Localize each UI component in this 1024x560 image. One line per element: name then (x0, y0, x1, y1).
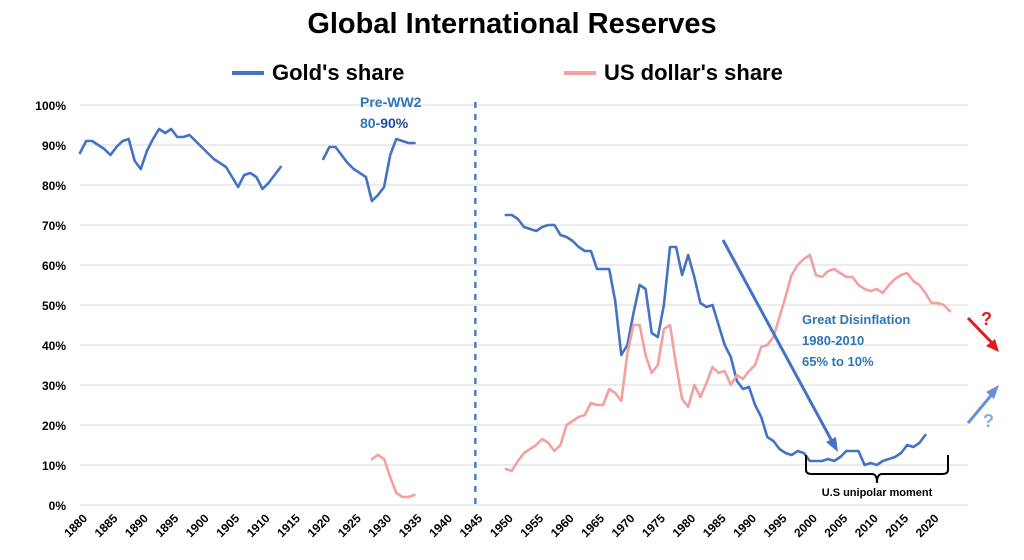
question-mark-blue: ? (983, 411, 994, 431)
x-tick-label: 2010 (852, 511, 881, 540)
red-arrowhead (986, 339, 999, 352)
legend-usd: US dollar's share (564, 60, 783, 86)
grid (80, 104, 968, 506)
question-mark-red: ? (981, 309, 992, 329)
disinflation-label-1: Great Disinflation (802, 312, 910, 327)
x-tick-label: 2020 (913, 511, 942, 540)
usd-share-line (370, 453, 416, 499)
x-tick-label: 1910 (244, 511, 273, 540)
x-tick-label: 1985 (700, 511, 729, 540)
y-tick-label: 70% (42, 219, 66, 233)
disinflation-arrow (721, 239, 836, 446)
y-tick-label: 80% (42, 179, 66, 193)
x-tick-label: 1975 (639, 511, 668, 540)
y-tick-label: 90% (42, 139, 66, 153)
x-tick-label: 1915 (274, 511, 303, 540)
x-tick-label: 1895 (153, 511, 182, 540)
x-tick-label: 1885 (92, 511, 121, 540)
blue-arrow (966, 391, 996, 424)
x-tick-label: 1890 (122, 511, 151, 540)
gold-share-line (321, 137, 416, 203)
series (78, 127, 952, 499)
unipolar-brace (805, 455, 949, 484)
x-tick-label: 2015 (882, 511, 911, 540)
chart-title: Global International Reserves (307, 8, 717, 40)
gold-share-line (78, 127, 283, 191)
x-tick-label: 1925 (335, 511, 364, 540)
x-tick-label: 1950 (487, 511, 516, 540)
x-axis-ticks: 1880 1885 1890 1895 1900 1905 1910 1915 1920 1925… (61, 511, 942, 540)
pre-ww2-label: Pre-WW2 (360, 94, 422, 110)
x-tick-label: 1995 (761, 511, 790, 540)
y-tick-label: 20% (42, 419, 66, 433)
y-tick-label: 0% (49, 499, 67, 513)
disinflation-arrowhead (826, 437, 838, 452)
legend-usd-swatch (564, 71, 596, 75)
disinflation-label-3: 65% to 10% (802, 354, 874, 369)
x-tick-label: 1935 (396, 511, 425, 540)
y-tick-label: 60% (42, 259, 66, 273)
x-tick-label: 1900 (183, 511, 212, 540)
x-tick-label: 1945 (457, 511, 486, 540)
y-tick-label: 100% (35, 99, 66, 113)
y-tick-label: 50% (42, 299, 66, 313)
x-tick-label: 2000 (791, 511, 820, 540)
blue-arrowhead (986, 385, 999, 399)
x-tick-label: 1920 (305, 511, 334, 540)
pre-ww2-range-b: 90% (380, 115, 409, 131)
y-tick-label: 30% (42, 379, 66, 393)
x-tick-label: 1970 (609, 511, 638, 540)
disinflation-label-2: 1980-2010 (802, 333, 864, 348)
x-tick-label: 1880 (61, 511, 90, 540)
gold-share-line (504, 213, 927, 467)
x-tick-label: 1965 (578, 511, 607, 540)
legend-gold-swatch (232, 71, 264, 75)
x-tick-label: 1960 (548, 511, 577, 540)
unipolar-label: U.S unipolar moment (822, 487, 933, 499)
y-tick-label: 10% (42, 459, 66, 473)
y-tick-label: 40% (42, 339, 66, 353)
usd-share-line (504, 253, 952, 473)
x-tick-label: 1955 (518, 511, 547, 540)
x-tick-label: 1930 (365, 511, 394, 540)
red-arrow (966, 316, 996, 347)
x-tick-label: 2005 (822, 511, 851, 540)
legend-gold: Gold's share (232, 60, 404, 86)
legend-gold-label: Gold's share (272, 60, 405, 85)
x-tick-label: 1905 (213, 511, 242, 540)
x-tick-label: 1990 (730, 511, 759, 540)
x-tick-label: 1980 (670, 511, 699, 540)
pre-ww2-range-a: 80- (360, 115, 381, 131)
legend-usd-label: US dollar's share (604, 60, 783, 85)
y-axis-ticks: 0% 10% 20% 30% 40% 50% 60% 70% 80% 90% 100% (35, 99, 66, 513)
pre-ww2-range: 80-90% (360, 115, 409, 131)
x-tick-label: 1940 (426, 511, 455, 540)
